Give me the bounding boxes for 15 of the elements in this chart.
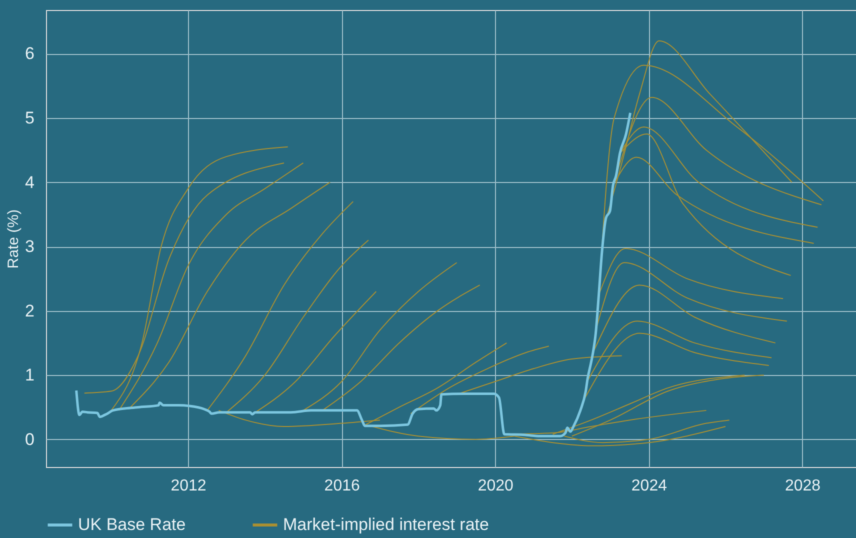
x-tick-label: 2012: [170, 478, 206, 494]
y-axis-title: Rate (%): [5, 209, 22, 269]
y-tick-label: 0: [25, 430, 34, 449]
x-tick-label: 2020: [478, 478, 514, 494]
y-tick-label: 2: [25, 301, 34, 320]
legend-label: Market-implied interest rate: [283, 515, 489, 534]
x-tick-label: 2028: [784, 478, 821, 494]
y-tick-label: 1: [25, 366, 34, 385]
x-tick-label: 2016: [324, 478, 360, 494]
x-tick-label: 2024: [631, 478, 668, 494]
y-tick-label: 3: [25, 237, 34, 256]
y-tick-label: 5: [25, 108, 34, 128]
y-tick-label: 6: [25, 44, 34, 64]
legend-label: UK Base Rate: [78, 515, 186, 534]
y-tick-label: 4: [25, 172, 34, 192]
